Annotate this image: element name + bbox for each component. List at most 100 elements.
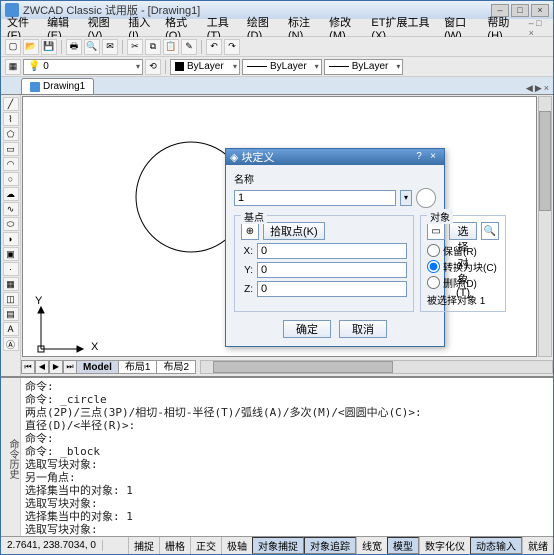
horizontal-scrollbar[interactable] (200, 360, 553, 374)
preview-icon[interactable]: 🔍 (84, 39, 100, 55)
rect-tool-icon[interactable]: ▭ (3, 142, 19, 156)
ellipse-tool-icon[interactable]: ⬭ (3, 217, 19, 231)
status-toggle[interactable]: 模型 (387, 537, 419, 554)
redo-icon[interactable]: ↷ (224, 39, 240, 55)
lineweight-combo[interactable]: ByLayer (324, 59, 404, 75)
print-icon[interactable]: 🖶 (66, 39, 82, 55)
dialog-titlebar[interactable]: ◈ 块定义 ? × (226, 149, 444, 165)
select-objects-button[interactable]: 选择对象(T) (449, 222, 477, 240)
delete-radio[interactable] (427, 276, 440, 289)
doc-tab-controls: ◀ ▶ × (526, 83, 553, 94)
hatch-tool-icon[interactable]: ▦ (3, 277, 19, 291)
tab-nav-button[interactable]: ◀ (35, 360, 49, 374)
command-pane: 命令历史 命令: 命令: _circle 两点(2P)/三点(3P)/相切-相切… (1, 376, 553, 536)
toolbar-main: ▢📂💾 🖶🔍✉ ✂⧉📋✎ ↶↷ (1, 37, 553, 57)
mtext-tool-icon[interactable]: Ⓐ (3, 337, 19, 351)
status-toggle[interactable]: 对象追踪 (304, 537, 356, 554)
status-buttons: 捕捉栅格正交极轴对象捕捉对象追踪线宽模型数字化仪动态输入就绪 (128, 537, 553, 554)
polygon-tool-icon[interactable]: ⬠ (3, 127, 19, 141)
status-toggle[interactable]: 动态输入 (470, 537, 522, 554)
spline-tool-icon[interactable]: ∿ (3, 202, 19, 216)
dialog-close-icon[interactable]: × (426, 151, 440, 163)
tab-nav-right-icon[interactable]: ▶ (535, 83, 542, 94)
text-tool-icon[interactable]: A (3, 322, 19, 336)
vertical-scrollbar[interactable] (538, 96, 552, 357)
tab-nav-button[interactable]: ⏮ (21, 360, 35, 374)
name-dropdown-icon[interactable]: ▾ (400, 190, 412, 206)
layer-combo[interactable]: 💡 0 (23, 59, 143, 75)
model-tab-row: ⏮◀▶⏭Model布局1布局2 (21, 358, 553, 376)
status-toggle[interactable]: 线宽 (356, 537, 387, 554)
layout-tab[interactable]: Model (76, 360, 119, 374)
block-preview (416, 188, 436, 208)
color-combo[interactable]: ByLayer (170, 59, 240, 75)
basepoint-y-input[interactable] (257, 262, 407, 278)
retain-radio[interactable] (427, 244, 440, 257)
undo-icon[interactable]: ↶ (206, 39, 222, 55)
cmd-gutter: 命令历史 (1, 378, 21, 536)
select-objects-icon[interactable]: ▭ (427, 222, 445, 240)
cut-icon[interactable]: ✂ (127, 39, 143, 55)
copy-icon[interactable]: ⧉ (145, 39, 161, 55)
menubar: 文件(F)编辑(E)视图(V)插入(I)格式(O)工具(T)绘图(D)标注(N)… (1, 19, 553, 37)
pick-point-icon[interactable]: ⊕ (241, 222, 259, 240)
arc-tool-icon[interactable]: ◠ (3, 157, 19, 171)
layout-tab[interactable]: 布局2 (156, 360, 196, 374)
status-toggle[interactable]: 对象捕捉 (252, 537, 304, 554)
document-tab[interactable]: Drawing1 (21, 78, 94, 94)
selected-count: 被选择对象 1 (427, 292, 499, 307)
tab-nav-button[interactable]: ⏭ (63, 360, 77, 374)
toolbar-layers: ▦ 💡 0 ⟲ ByLayer ByLayer ByLayer (1, 57, 553, 77)
new-icon[interactable]: ▢ (5, 39, 21, 55)
block-name-input[interactable] (234, 190, 396, 206)
status-toggle[interactable]: 正交 (190, 537, 221, 554)
axis-x-label: X (91, 341, 98, 353)
region-tool-icon[interactable]: ◫ (3, 292, 19, 306)
coordinate-readout: 2.7641, 238.7034, 0 (1, 540, 103, 551)
convert-radio[interactable] (427, 260, 440, 273)
status-toggle[interactable]: 栅格 (159, 537, 190, 554)
dialog-title: 块定义 (241, 149, 274, 165)
status-toggle[interactable]: 极轴 (221, 537, 252, 554)
doc-icon (30, 82, 40, 92)
quick-select-icon[interactable]: 🔍 (481, 222, 499, 240)
objects-group: 对象 ▭ 选择对象(T) 🔍 保留(R) 转换为块(C) 删除(D) 被选择对象… (420, 215, 506, 312)
tab-close-icon[interactable]: × (544, 83, 549, 94)
point-tool-icon[interactable]: · (3, 262, 19, 276)
basepoint-z-input[interactable] (257, 281, 407, 297)
ok-button[interactable]: 确定 (283, 320, 331, 338)
name-label: 名称 (234, 171, 436, 186)
mail-icon[interactable]: ✉ (102, 39, 118, 55)
tab-nav-button[interactable]: ▶ (49, 360, 63, 374)
open-icon[interactable]: 📂 (23, 39, 39, 55)
cancel-button[interactable]: 取消 (339, 320, 387, 338)
dialog-help-icon[interactable]: ? (412, 151, 426, 163)
line-tool-icon[interactable]: ╱ (3, 97, 19, 111)
match-icon[interactable]: ✎ (181, 39, 197, 55)
axis-y-label: Y (35, 295, 42, 307)
save-icon[interactable]: 💾 (41, 39, 57, 55)
tab-nav-left-icon[interactable]: ◀ (526, 83, 533, 94)
draw-toolbar: ╱⌇⬠▭◠○☁∿⬭◗▣·▦◫▤AⒶ (1, 95, 21, 376)
status-toggle[interactable]: 数字化仪 (419, 537, 470, 554)
close-button[interactable]: × (531, 4, 549, 17)
paste-icon[interactable]: 📋 (163, 39, 179, 55)
ellipsearc-tool-icon[interactable]: ◗ (3, 232, 19, 246)
status-toggle[interactable]: 捕捉 (128, 537, 159, 554)
block-tool-icon[interactable]: ▣ (3, 247, 19, 261)
basepoint-x-input[interactable] (257, 243, 407, 259)
block-definition-dialog: ◈ 块定义 ? × 名称 ▾ 基点 ⊕ 拾取点(K) X: Y: Z: 对象 (225, 148, 445, 347)
table-tool-icon[interactable]: ▤ (3, 307, 19, 321)
layer-prev-icon[interactable]: ⟲ (145, 59, 161, 75)
status-toggle[interactable]: 就绪 (522, 537, 553, 554)
command-history[interactable]: 命令: 命令: _circle 两点(2P)/三点(3P)/相切-相切-半径(T… (21, 378, 553, 536)
layout-tab[interactable]: 布局1 (118, 360, 158, 374)
polyline-tool-icon[interactable]: ⌇ (3, 112, 19, 126)
document-tab-row: Drawing1 ◀ ▶ × (1, 77, 553, 95)
layer-props-icon[interactable]: ▦ (5, 59, 21, 75)
revcloud-tool-icon[interactable]: ☁ (3, 187, 19, 201)
statusbar: 2.7641, 238.7034, 0 捕捉栅格正交极轴对象捕捉对象追踪线宽模型… (1, 536, 553, 554)
circle-tool-icon[interactable]: ○ (3, 172, 19, 186)
pick-point-button[interactable]: 拾取点(K) (263, 222, 325, 240)
linetype-combo[interactable]: ByLayer (242, 59, 322, 75)
